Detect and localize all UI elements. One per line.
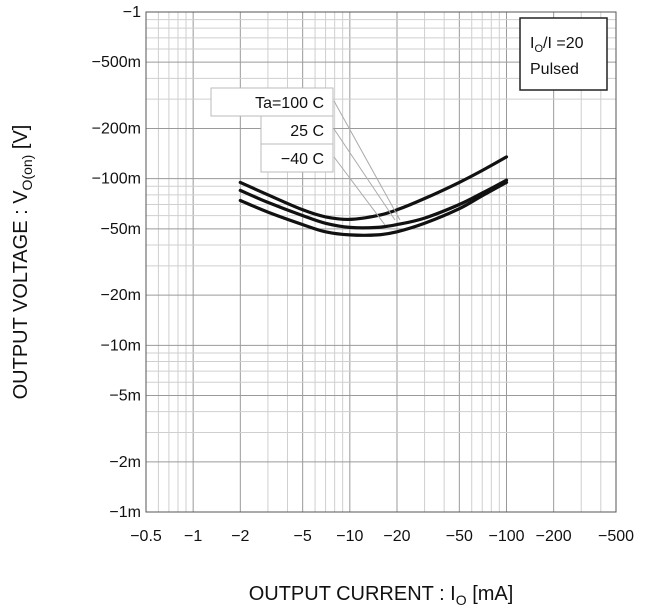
y-tick-label: −100m bbox=[92, 171, 141, 188]
x-tick-label: −20 bbox=[383, 528, 410, 545]
legend-line-2: Pulsed bbox=[530, 61, 579, 78]
leader-line bbox=[333, 128, 396, 221]
y-tick-label: −500m bbox=[92, 54, 141, 71]
x-tick-label: −10 bbox=[336, 528, 363, 545]
series-line-2 bbox=[238, 180, 509, 237]
x-tick-label: −5 bbox=[294, 528, 312, 545]
y-tick-label: −10m bbox=[101, 337, 141, 354]
series-labels: Ta=100 C 25 C −40 C bbox=[210, 87, 401, 226]
x-tick-labels: −0.5 −1 −2 −5 −10 −20 −50 −100 −200 −500 bbox=[130, 528, 634, 545]
y-tick-label: −1m bbox=[109, 504, 141, 521]
series-label-ta100: Ta=100 C bbox=[255, 95, 324, 112]
series-label-box bbox=[260, 115, 334, 145]
series-label-box bbox=[260, 143, 334, 173]
series-label-25c: 25 C bbox=[290, 123, 324, 140]
x-tick-label: −1 bbox=[184, 528, 202, 545]
x-tick-label: −200 bbox=[536, 528, 572, 545]
leader-line bbox=[333, 100, 401, 221]
y-tick-label: −2m bbox=[109, 454, 141, 471]
leader-line bbox=[333, 156, 386, 226]
y-tick-label: −20m bbox=[101, 287, 141, 304]
x-tick-label: −50 bbox=[446, 528, 473, 545]
series-line-1 bbox=[238, 178, 509, 230]
x-tick-label: −500 bbox=[598, 528, 634, 545]
series-label-box bbox=[210, 87, 334, 117]
legend: IO/I =20 Pulsed bbox=[519, 17, 608, 91]
y-tick-label: −200m bbox=[92, 120, 141, 137]
legend-box bbox=[519, 17, 608, 91]
x-tick-label: −0.5 bbox=[130, 528, 162, 545]
y-axis-title: OUTPUT VOLTAGE : VO(on) [V] bbox=[10, 125, 35, 400]
x-tick-label: −2 bbox=[231, 528, 249, 545]
legend-line-1: IO/I =20 bbox=[530, 35, 584, 55]
series-label-minus40c: −40 C bbox=[281, 151, 324, 168]
y-tick-label: −5m bbox=[109, 388, 141, 405]
x-tick-label: −100 bbox=[488, 528, 524, 545]
y-tick-label: −1 bbox=[123, 4, 141, 21]
plot-frame bbox=[145, 11, 617, 513]
y-tick-label: −50m bbox=[101, 221, 141, 238]
y-tick-labels: −1m −2m −5m −10m −20m −50m −100m −200m −500m −1 bbox=[92, 4, 141, 521]
x-axis-title: OUTPUT CURRENT : IO [mA] bbox=[249, 583, 514, 608]
